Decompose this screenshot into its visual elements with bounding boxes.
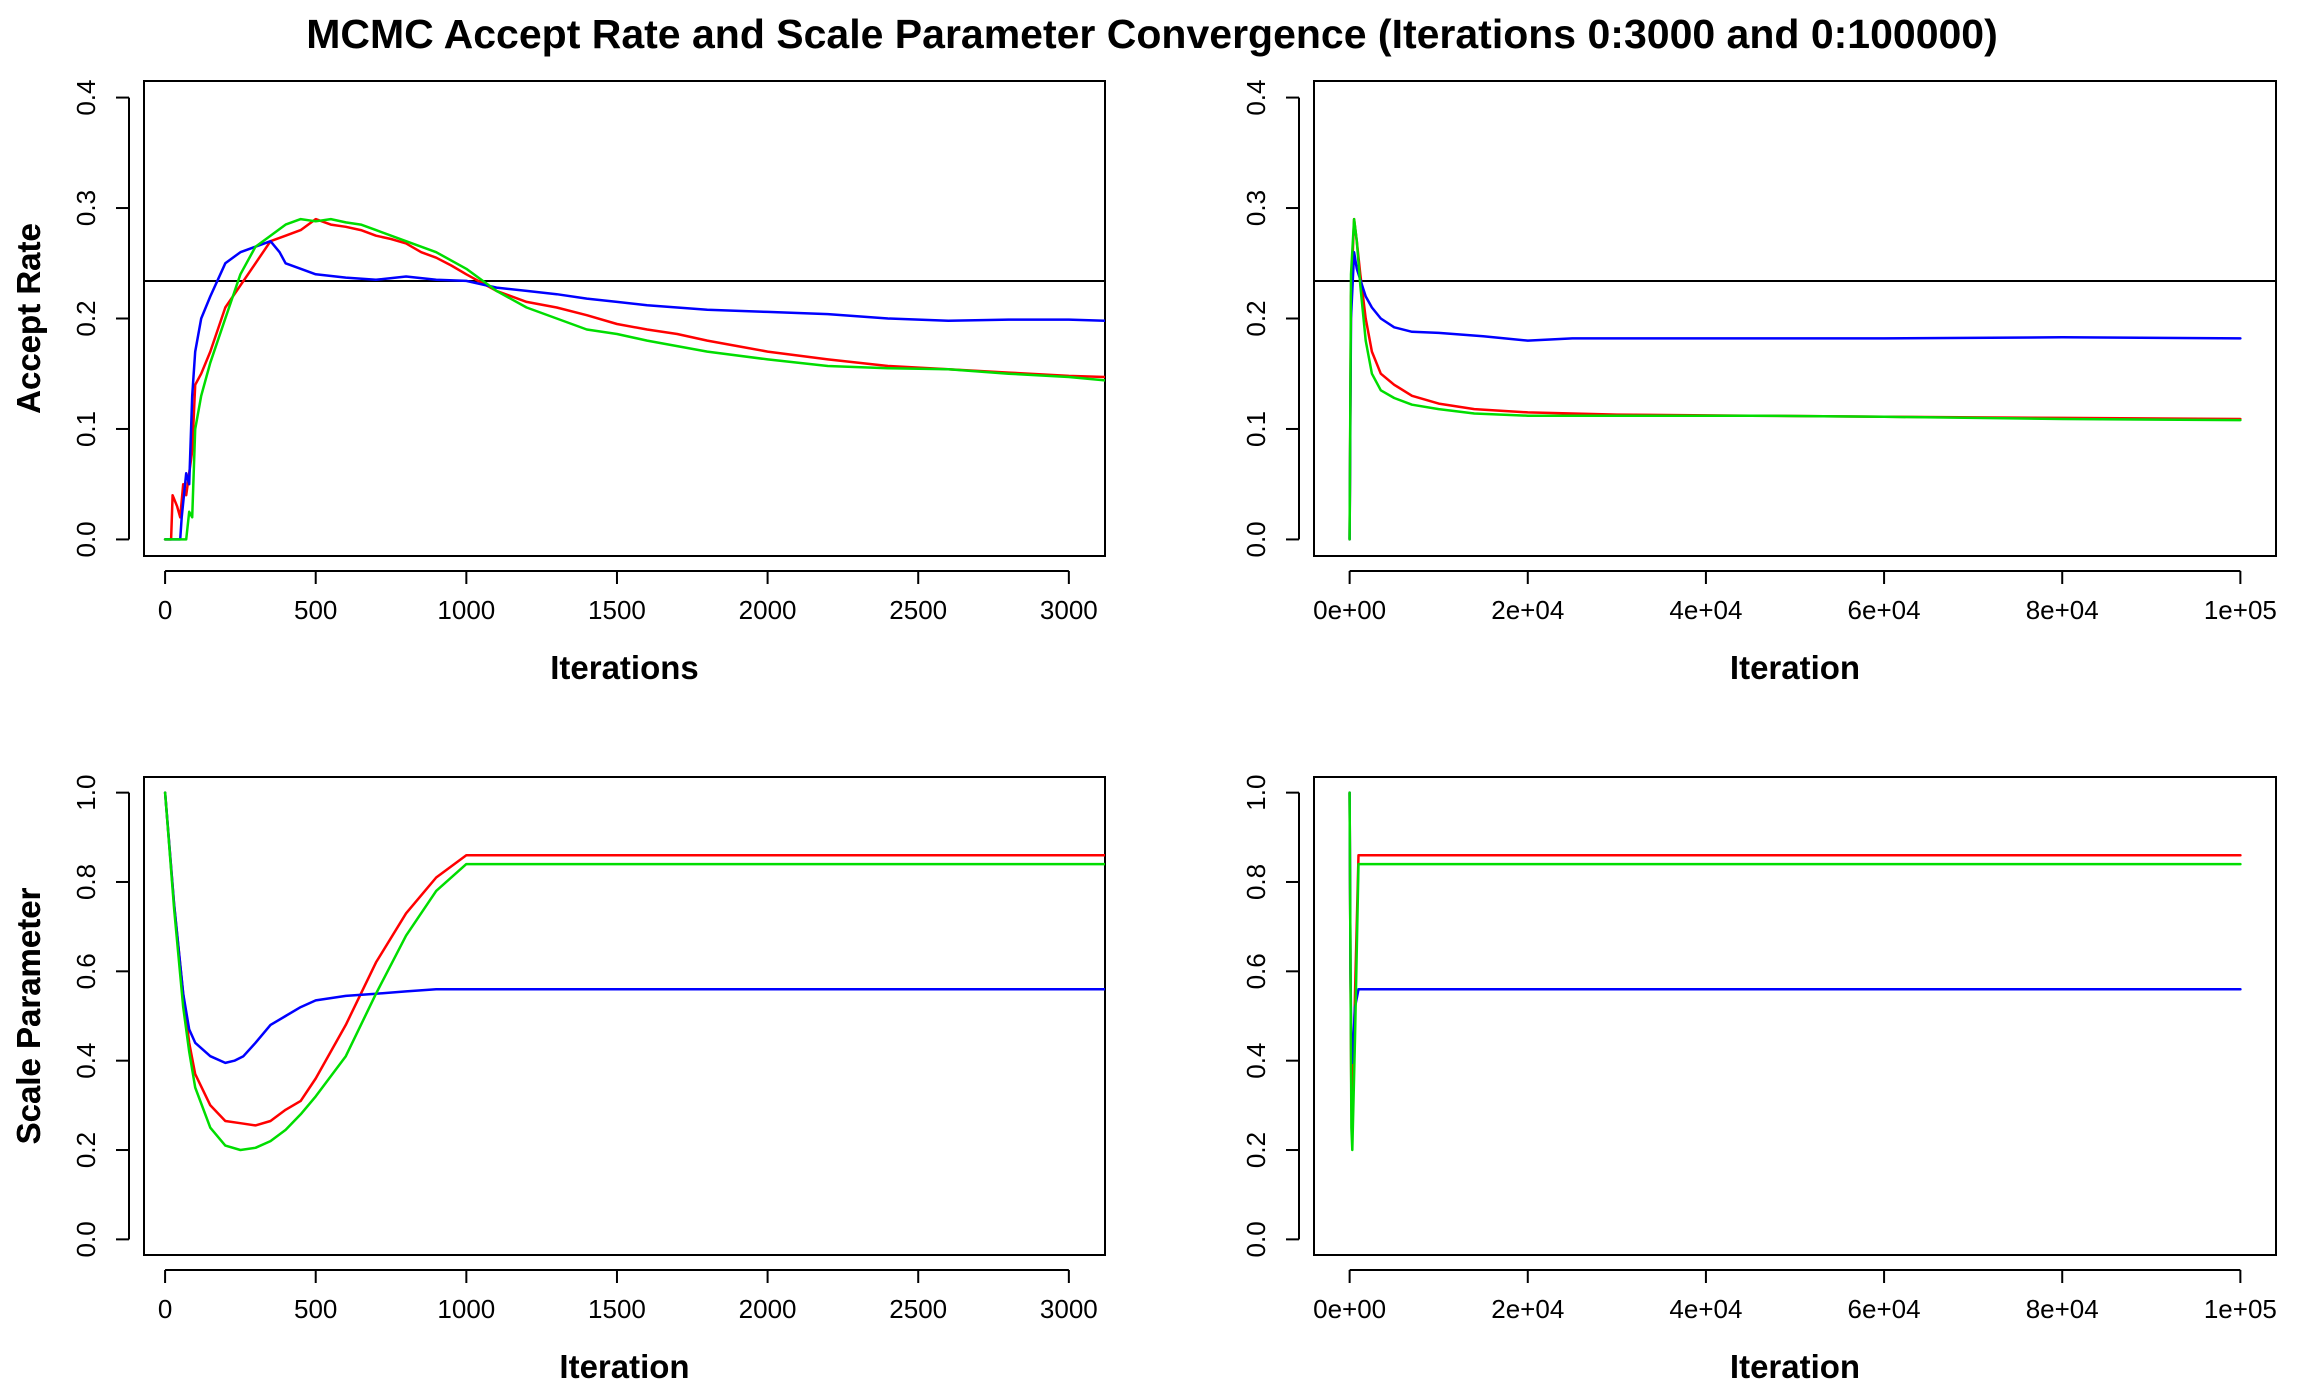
y-axis-label: Accept Rate — [10, 223, 47, 414]
x-tick-label: 3000 — [1040, 595, 1098, 625]
x-tick-label: 1500 — [588, 1294, 646, 1324]
y-tick-label: 0.3 — [1241, 190, 1271, 226]
x-tick-label: 6e+04 — [1848, 595, 1921, 625]
y-tick-label: 0.1 — [71, 411, 101, 447]
series-line-1 — [1348, 791, 2242, 1125]
panel-4: 0e+00 2e+04 4e+04 6e+04 8e+04 1e+050.00.20.40… — [10, 775, 2277, 1382]
x-tick-label: 1000 — [437, 1294, 495, 1324]
series-line-3 — [1348, 217, 2242, 541]
x-tick-label: 2000 — [739, 595, 797, 625]
y-tick-label: 0.3 — [71, 190, 101, 226]
y-axis-label: Accept Rate — [10, 223, 47, 414]
y-tick-label: 0.4 — [1241, 79, 1271, 115]
x-tick-label: 2e+04 — [1491, 1294, 1564, 1324]
y-tick-label: 1.0 — [1241, 775, 1271, 811]
x-tick-label: 8e+04 — [2026, 1294, 2099, 1324]
y-tick-label: 0.4 — [71, 79, 101, 115]
y-tick-label: 0.2 — [1241, 1132, 1271, 1168]
x-axis-label: Iteration — [559, 1348, 689, 1382]
x-tick-label: 2e+04 — [1491, 595, 1564, 625]
y-tick-label: 0.8 — [71, 864, 101, 900]
x-tick-label: 1e+05 — [2204, 1294, 2277, 1324]
x-tick-label: 500 — [294, 595, 337, 625]
x-tick-label: 0e+00 — [1313, 595, 1386, 625]
plot-frame — [1313, 80, 2277, 557]
plot-frame — [143, 80, 1106, 557]
y-tick-label: 0.1 — [1241, 411, 1271, 447]
series-line-1 — [163, 791, 1105, 1127]
x-axis-label: Iteration — [1730, 649, 1860, 686]
panels: 0 500 1000 1500 2000 2500 3000 0.0 0.1 0.2 0.3 0.4 I… — [10, 79, 2277, 1382]
x-tick-label: 8e+04 — [2026, 595, 2099, 625]
x-tick-label: 2500 — [889, 1294, 947, 1324]
y-tick-label: 0.4 — [1241, 1043, 1271, 1079]
series-line-3 — [163, 217, 1105, 541]
series-line-1 — [163, 217, 1105, 541]
x-tick-label: 0 — [158, 595, 172, 625]
y-tick-label: 0.0 — [71, 1221, 101, 1257]
y-tick-label: 0.0 — [1241, 521, 1271, 557]
y-tick-label: 0.2 — [71, 1132, 101, 1168]
series-line-3 — [163, 791, 1105, 1152]
series-line-2 — [1348, 250, 2242, 541]
plot-frame — [1313, 776, 2277, 1256]
x-tick-label: 1500 — [588, 595, 646, 625]
x-tick-label: 2000 — [739, 1294, 797, 1324]
y-tick-label: 0.6 — [71, 953, 101, 989]
y-tick-label: 0.0 — [1241, 1221, 1271, 1257]
x-tick-label: 0e+00 — [1313, 1294, 1386, 1324]
x-tick-label: 1000 — [437, 595, 495, 625]
y-tick-label: 0.4 — [71, 1043, 101, 1079]
y-tick-label: 0.2 — [71, 300, 101, 336]
plot-frame — [143, 776, 1106, 1256]
figure-title: MCMC Accept Rate and Scale Parameter Con… — [306, 11, 1998, 57]
series-line-2 — [163, 239, 1105, 541]
x-axis-label: Iterations — [550, 649, 699, 686]
x-tick-label: 500 — [294, 1294, 337, 1324]
x-axis-label: Iteration — [1730, 1348, 1860, 1382]
x-tick-label: 4e+04 — [1669, 1294, 1742, 1324]
x-tick-label: 0 — [158, 1294, 172, 1324]
series-line-3 — [1348, 791, 2242, 1152]
x-tick-label: 4e+04 — [1669, 595, 1742, 625]
series-line-2 — [1348, 791, 2242, 1065]
y-tick-label: 0.8 — [1241, 864, 1271, 900]
panel-3: 0 500 1000 1500 2000 2500 3000 0.0 0.2 0.4 0.6 0.8 1… — [10, 775, 1106, 1382]
y-axis-label: Scale Parameter — [10, 887, 47, 1144]
panel-1: 0 500 1000 1500 2000 2500 3000 0.0 0.1 0.2 0.3 0.4 I… — [10, 79, 1106, 686]
x-tick-label: 3000 — [1040, 1294, 1098, 1324]
series-line-2 — [163, 791, 1105, 1065]
y-tick-label: 0.2 — [1241, 300, 1271, 336]
y-tick-label: 1.0 — [71, 775, 101, 811]
y-tick-label: 0.6 — [1241, 953, 1271, 989]
x-tick-label: 2500 — [889, 595, 947, 625]
x-tick-label: 6e+04 — [1848, 1294, 1921, 1324]
panel-2: 0e+00 2e+04 4e+04 6e+04 8e+04 1e+050.00.10.20… — [10, 79, 2277, 686]
y-axis-label: Scale Parameter — [10, 887, 47, 1144]
y-tick-label: 0.0 — [71, 521, 101, 557]
x-tick-label: 1e+05 — [2204, 595, 2277, 625]
series-line-1 — [1348, 217, 2242, 541]
